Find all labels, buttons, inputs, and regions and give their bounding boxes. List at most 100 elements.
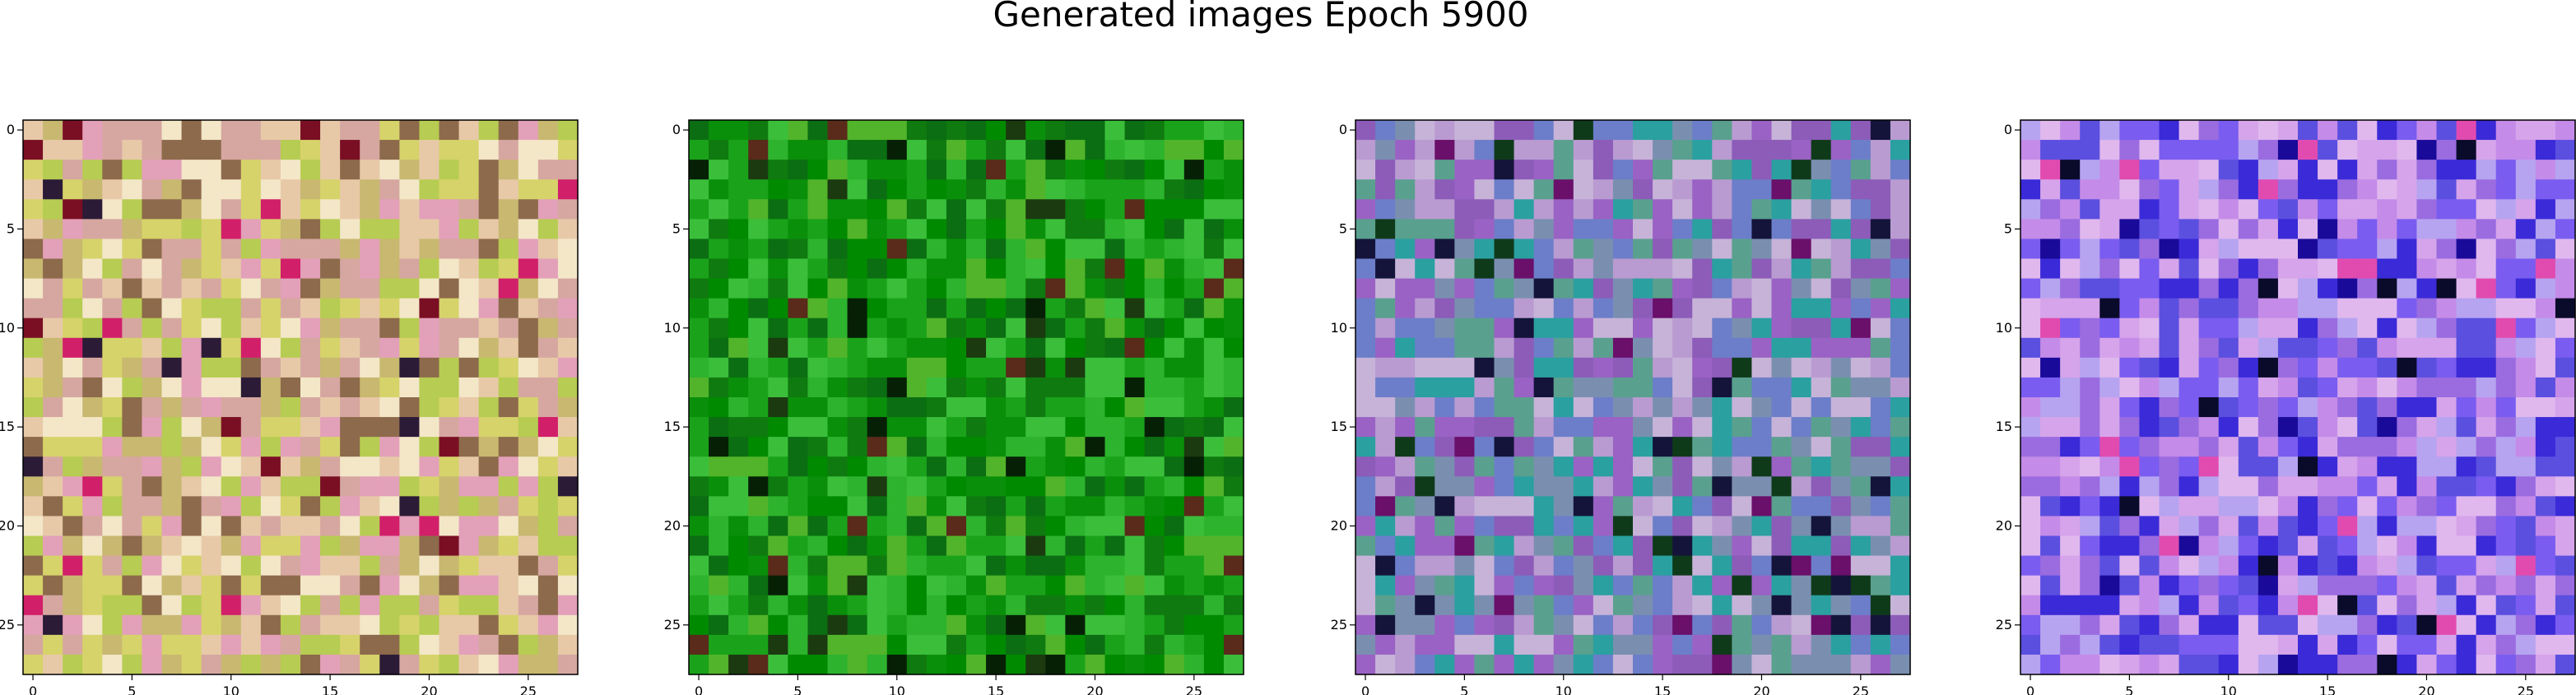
pixel-cell [986,516,1007,537]
pixel-cell [1395,555,1416,577]
pixel-cell [122,516,143,537]
pixel-cell [847,199,868,220]
pixel-cell [2397,476,2418,497]
pixel-cell [1375,179,1396,200]
pixel-cell [23,575,44,596]
pixel-cell [2198,535,2220,557]
pixel-cell [2040,417,2061,438]
pixel-cell [2476,219,2497,240]
pixel-cell [221,516,242,537]
pixel-cell [1633,614,1653,636]
pixel-cell [1633,634,1653,656]
pixel-cell [1732,555,1753,577]
pixel-cell [300,516,321,537]
pixel-cell [847,337,868,359]
pixel-cell [986,258,1007,280]
pixel-cell [1771,476,1793,497]
pixel-cell [2020,179,2041,200]
pixel-cell [1830,654,1852,675]
pixel-cell [1692,317,1713,339]
pixel-cell [1573,437,1594,457]
pixel-cell [1183,298,1205,319]
pixel-cell [300,377,321,398]
pixel-cell [221,140,242,160]
pixel-cell [1065,160,1086,180]
pixel-cell [2397,377,2418,398]
pixel-cell [2257,397,2279,418]
pixel-cell [926,219,947,240]
pixel-cell [728,614,749,636]
pixel-cell [1104,337,1126,359]
pixel-cell [847,417,868,438]
pixel-cell [1533,456,1555,477]
pixel-cell [537,219,559,240]
pixel-cell [439,595,460,616]
pixel-cell [1454,516,1476,537]
pixel-cell [2277,377,2299,398]
pixel-cell [1006,417,1026,438]
pixel-cell [1712,377,1732,398]
pixel-cell [748,555,769,577]
pixel-cell [1124,476,1146,497]
pixel-cell [1124,575,1146,596]
pixel-cell [1065,337,1086,359]
pixel-cell [181,199,202,220]
pixel-cell [1065,199,1086,220]
pixel-cell [768,535,788,557]
pixel-cell [2119,239,2141,260]
pixel-cell [161,337,183,359]
pixel-cell [946,575,967,596]
pixel-cell [1415,476,1435,497]
pixel-cell [1494,317,1515,339]
pixel-cell [2080,278,2100,299]
pixel-cell [1085,120,1106,141]
x-tick-label: 15 [1654,683,1671,695]
pixel-cell [1573,456,1594,477]
y-tick-label: 0 [2004,122,2012,137]
pixel-cell [1164,496,1185,517]
pixel-cell [1672,140,1693,160]
x-tick-label: 20 [1753,683,1769,695]
pixel-cell [1732,417,1753,438]
pixel-cell [2337,575,2358,596]
pixel-cell [807,555,829,577]
pixel-cell [1633,575,1653,596]
pixel-cell [458,317,480,339]
pixel-cell [102,317,123,339]
pixel-cell [1144,535,1165,557]
pixel-cell [537,258,559,280]
pixel-cell [689,120,709,141]
pixel-cell [2080,377,2100,398]
pixel-cell [478,397,500,418]
pixel-cell [43,397,63,418]
pixel-cell [1593,179,1614,200]
pixel-cell [340,120,360,141]
pixel-cell [926,337,947,359]
pixel-cell [2337,634,2358,656]
pixel-cell [102,278,123,299]
pixel-cell [1085,377,1106,398]
pixel-cell [1104,397,1126,418]
pixel-cell [2257,417,2279,438]
pixel-cell [439,160,460,180]
pixel-cell [360,397,380,418]
pixel-cell [926,199,947,220]
pixel-cell [2318,476,2338,497]
pixel-cell [1593,654,1614,675]
pixel-cell [2099,575,2120,596]
pixel-cell [2159,476,2180,497]
pixel-cell [2238,417,2259,438]
pixel-cell [966,258,987,280]
pixel-cell [1890,437,1911,457]
pixel-cell [1355,160,1376,180]
pixel-cell [181,535,202,557]
pixel-cell [847,595,868,616]
pixel-cell [1164,199,1185,220]
pixel-cell [689,595,709,616]
pixel-cell [827,456,849,477]
pixel-cell [1025,278,1046,299]
pixel-cell [1553,377,1574,398]
pixel-cell [2515,535,2536,557]
pixel-cell [1712,258,1732,280]
pixel-cell [1811,397,1832,418]
